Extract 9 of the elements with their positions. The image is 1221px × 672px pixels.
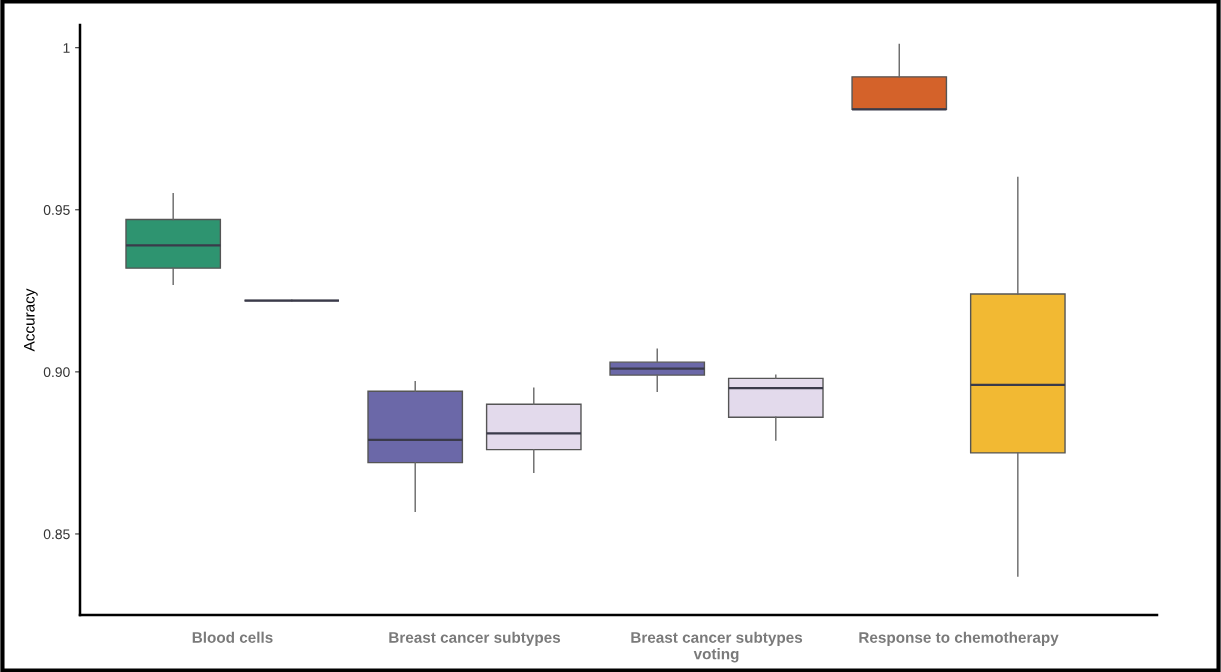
- y-tick-label: 0.95: [43, 205, 70, 215]
- x-tick-label: Breast cancer subtypes voting: [631, 631, 803, 663]
- y-tick-label: 1: [63, 43, 70, 53]
- y-tick-label: 0.85: [43, 529, 70, 540]
- y-tick-label: 0.90: [43, 367, 70, 378]
- y-axis-title: Accuracy: [24, 288, 38, 352]
- x-tick-label: Response to chemotherapy: [859, 631, 1059, 646]
- x-tick-label: Blood cells: [192, 631, 273, 643]
- x-tick-label: Breast cancer subtypes: [389, 631, 561, 646]
